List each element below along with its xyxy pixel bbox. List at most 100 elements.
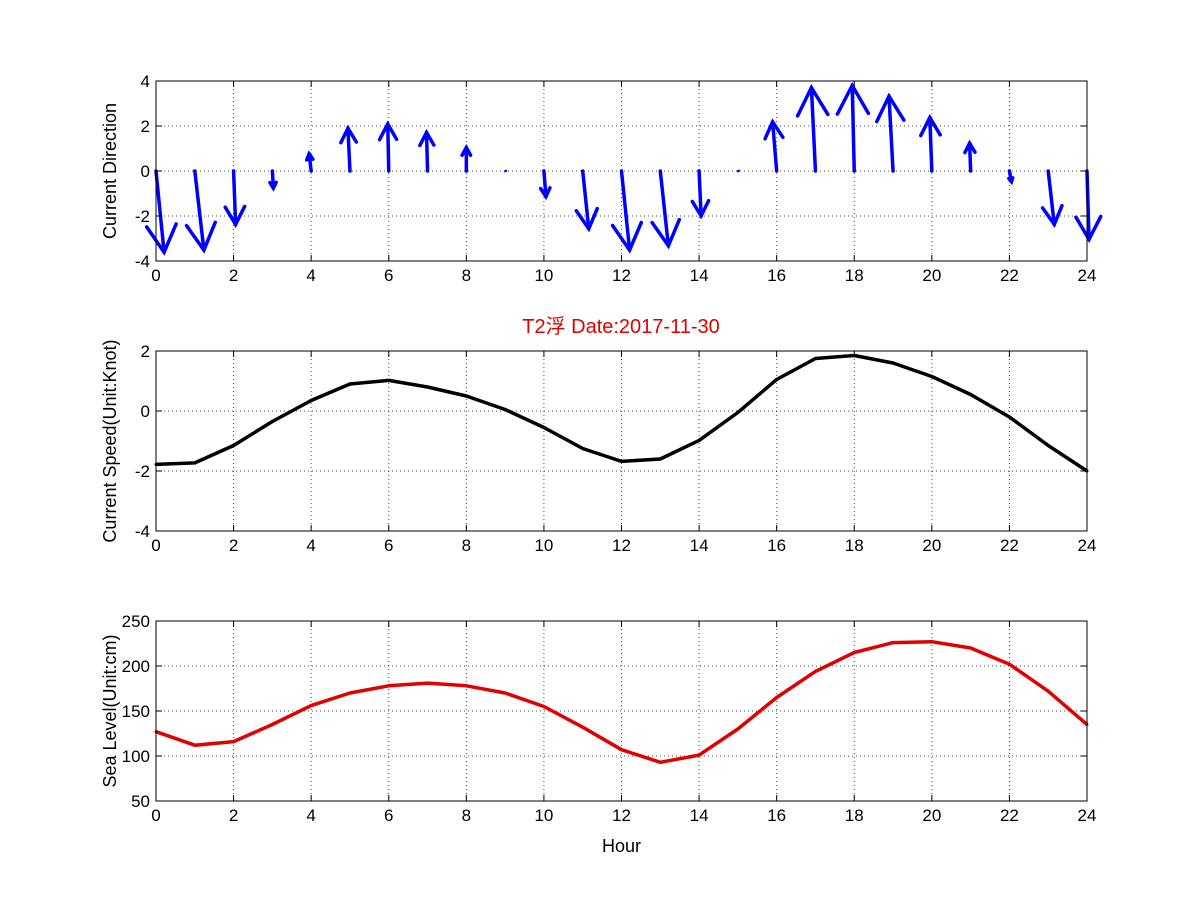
sea-level-y-tick-label: 150 — [122, 702, 150, 721]
direction-arrow-head — [377, 120, 399, 142]
sea-level-data-point — [658, 760, 662, 764]
speed-data-point — [193, 461, 197, 465]
direction-arrow-shaft — [967, 141, 973, 173]
direction-x-tick-label: 22 — [1000, 266, 1019, 285]
direction-arrow-head — [763, 118, 785, 141]
direction-arrow — [339, 124, 359, 173]
sea-level-x-tick-label: 22 — [1000, 806, 1019, 825]
speed-data-point — [620, 459, 623, 463]
direction-arrow — [304, 150, 315, 173]
sea-level-data-point — [775, 696, 779, 699]
direction-arrow — [963, 139, 977, 173]
sea-level-y-axis-label: Sea Level(Unit:cm) — [100, 634, 120, 787]
direction-arrow-head — [963, 139, 977, 155]
speed-x-tick-label: 0 — [151, 536, 160, 555]
sea-level-data-point — [581, 725, 585, 729]
sea-level-data-point — [852, 651, 856, 654]
sea-level-x-tick-label: 14 — [690, 806, 709, 825]
direction-arrow — [377, 120, 399, 173]
sea-level-x-axis-label: Hour — [602, 836, 641, 856]
direction-y-axis-label: Current Direction — [100, 103, 120, 239]
speed-x-tick-label: 18 — [845, 536, 864, 555]
sea-level-data-point — [387, 684, 391, 688]
speed-data-point — [426, 385, 430, 389]
sea-level-x-tick-label: 0 — [151, 806, 160, 825]
speed-x-tick-label: 10 — [534, 536, 553, 555]
direction-arrow-shaft — [928, 115, 934, 173]
direction-arrow-head — [1007, 176, 1015, 186]
speed-data-point — [309, 399, 313, 402]
sea-level-y-tick-label: 100 — [122, 747, 150, 766]
direction-arrow-shaft — [887, 94, 895, 173]
direction-arrow — [919, 113, 942, 173]
direction-arrow-head — [223, 204, 247, 229]
sea-level-plot-area — [156, 621, 1087, 801]
sea-level-x-tick-label: 12 — [612, 806, 631, 825]
direction-arrow-shaft — [580, 169, 591, 231]
direction-y-tick-label: -4 — [135, 252, 150, 271]
sea-level-data-point — [503, 691, 507, 695]
sea-level-x-tick-label: 10 — [534, 806, 553, 825]
direction-arrow-head — [184, 220, 218, 254]
speed-data-point — [232, 444, 236, 447]
direction-arrow-head — [874, 92, 906, 124]
direction-arrow — [650, 169, 682, 250]
speed-data-point — [503, 408, 507, 411]
direction-arrow-shaft — [850, 83, 856, 173]
speed-x-tick-label: 20 — [922, 536, 941, 555]
direction-arrow-shaft — [736, 169, 741, 173]
speed-x-tick-label: 24 — [1078, 536, 1097, 555]
direction-arrow — [763, 118, 785, 173]
direction-x-tick-label: 20 — [922, 266, 941, 285]
direction-arrow — [1040, 169, 1064, 229]
direction-arrow — [538, 169, 552, 201]
sea-level-x-tick-label: 20 — [922, 806, 941, 825]
speed-y-tick-label: 2 — [141, 342, 150, 361]
direction-arrow-shaft — [658, 169, 671, 248]
direction-arrow — [610, 169, 644, 254]
direction-x-tick-label: 18 — [845, 266, 864, 285]
speed-x-tick-label: 12 — [612, 536, 631, 555]
direction-arrow — [184, 169, 218, 254]
direction-arrow-head — [144, 222, 178, 256]
speed-plot-area — [156, 351, 1087, 531]
direction-arrow-shaft — [697, 169, 703, 218]
direction-x-tick-label: 0 — [151, 266, 160, 285]
direction-x-tick-label: 2 — [229, 266, 238, 285]
direction-x-tick-label: 8 — [462, 266, 471, 285]
direction-y-tick-label: 2 — [141, 117, 150, 136]
speed-data-point — [542, 426, 546, 429]
direction-arrow-shaft — [619, 169, 632, 252]
direction-arrow-head — [538, 186, 552, 201]
speed-data-point — [697, 438, 701, 442]
sea-level-data-point — [193, 743, 197, 747]
direction-arrow-head — [795, 84, 830, 118]
direction-arrow — [503, 169, 508, 173]
direction-arrow-shaft — [503, 169, 508, 173]
sea-level-data-point — [464, 684, 468, 688]
sea-level-x-tick-label: 18 — [845, 806, 864, 825]
direction-arrow-shaft — [1046, 169, 1057, 227]
direction-arrow-head — [835, 81, 871, 116]
speed-y-tick-label: -2 — [135, 462, 150, 481]
direction-arrow-head — [690, 198, 711, 220]
speed-data-point — [891, 361, 895, 365]
direction-arrow — [795, 84, 830, 173]
direction-y-tick-label: 0 — [141, 162, 150, 181]
sea-level-data-point — [426, 681, 430, 685]
direction-arrow-head — [1040, 203, 1064, 229]
direction-x-tick-label: 6 — [384, 266, 393, 285]
speed-y-axis-label: Current Speed(Unit:Knot) — [100, 339, 120, 542]
direction-arrow-shaft — [154, 169, 166, 254]
sea-level-data-point — [891, 641, 895, 645]
speed-x-tick-label: 14 — [690, 536, 709, 555]
sea-level-data-point — [232, 740, 236, 744]
direction-arrow-head — [574, 206, 600, 233]
sea-level-x-tick-label: 4 — [306, 806, 315, 825]
speed-data-point — [658, 457, 662, 461]
direction-arrow-shaft — [424, 130, 430, 173]
sea-level-y-tick-label: 50 — [131, 792, 150, 811]
speed-x-tick-label: 6 — [384, 536, 393, 555]
sea-level-data-point — [542, 705, 546, 708]
speed-x-tick-label: 8 — [462, 536, 471, 555]
